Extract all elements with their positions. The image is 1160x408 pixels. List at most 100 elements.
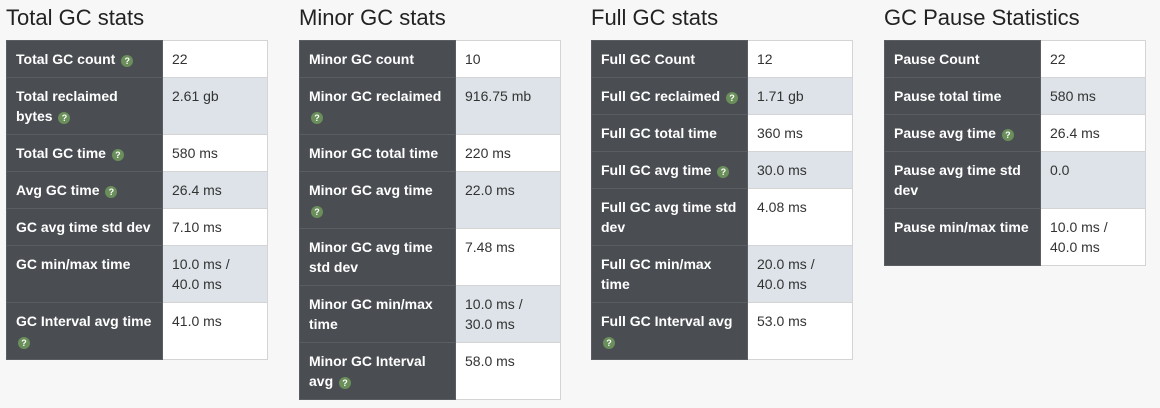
stat-label-cell: Full GC avg time std dev <box>591 188 748 246</box>
table-row: GC Interval avg time ? 41.0 ms <box>6 302 268 360</box>
stat-label-cell: Pause total time <box>884 77 1041 115</box>
stats-table: Total GC count ? 22 Total reclaimed bytes … <box>6 40 268 360</box>
stat-value: 12 <box>747 40 853 78</box>
stat-label: Full GC Interval avg <box>601 313 733 329</box>
table-row: Avg GC time ? 26.4 ms <box>6 171 268 209</box>
stat-value: 58.0 ms <box>455 342 561 400</box>
stat-label: Total GC count <box>16 51 116 67</box>
stat-value: 53.0 ms <box>747 302 853 360</box>
section-title: Full GC stats <box>591 5 719 30</box>
stat-label-cell: Minor GC count <box>299 40 456 78</box>
help-icon[interactable]: ? <box>725 92 738 104</box>
help-icon[interactable]: ? <box>18 337 30 349</box>
stat-value: 10.0 ms / 40.0 ms <box>1040 208 1146 266</box>
stat-value: 26.4 ms <box>162 171 268 209</box>
stat-label: Full GC min/max time <box>601 256 712 292</box>
table-row: Full GC Interval avg ? 53.0 ms <box>591 302 853 360</box>
table-row: Pause avg time ? 26.4 ms <box>884 114 1146 152</box>
stat-label: GC Interval avg time <box>16 313 152 329</box>
stat-value: 916.75 mb <box>455 77 561 135</box>
stat-label: Pause min/max time <box>894 219 1029 235</box>
stat-label: Avg GC time <box>16 182 100 198</box>
stat-label-cell: Pause min/max time <box>884 208 1041 266</box>
table-row: Full GC min/max time 20.0 ms / 40.0 ms <box>591 245 853 303</box>
stat-value: 10.0 ms / 40.0 ms <box>162 245 268 303</box>
minor-gc-stats-section: Minor GC stats Minor GC count 10 Minor GC r… <box>299 4 561 400</box>
help-icon[interactable]: ? <box>311 206 323 218</box>
table-row: Total GC count ? 22 <box>6 40 268 78</box>
stat-label-cell: Minor GC avg time std dev <box>299 228 456 286</box>
stat-label-cell: Minor GC Interval avg ? <box>299 342 456 400</box>
stat-value: 22 <box>1040 40 1146 78</box>
stat-value: 10 <box>455 40 561 78</box>
help-icon[interactable]: ? <box>121 55 134 67</box>
table-row: Minor GC avg time ? 22.0 ms <box>299 171 561 229</box>
stat-label-cell: Full GC reclaimed ? <box>591 77 748 115</box>
stat-label-cell: Pause avg time ? <box>884 114 1041 152</box>
stat-label: Minor GC count <box>309 51 414 67</box>
help-icon[interactable]: ? <box>339 377 352 389</box>
stat-label-cell: Total reclaimed bytes ? <box>6 77 163 135</box>
stat-label: Full GC avg time <box>601 162 712 178</box>
stat-label: Minor GC min/max time <box>309 296 433 332</box>
stat-value: 7.10 ms <box>162 208 268 246</box>
stat-label-cell: Full GC Count <box>591 40 748 78</box>
stat-label: Minor GC reclaimed <box>309 88 442 104</box>
help-icon[interactable]: ? <box>717 166 730 178</box>
help-icon[interactable]: ? <box>105 186 118 198</box>
stat-value: 580 ms <box>1040 77 1146 115</box>
stat-value: 580 ms <box>162 134 268 172</box>
stat-value: 22 <box>162 40 268 78</box>
stat-label-cell: Avg GC time ? <box>6 171 163 209</box>
stat-label: Minor GC total time <box>309 145 439 161</box>
stat-label-cell: Pause avg time std dev <box>884 151 1041 209</box>
stat-label-cell: Minor GC min/max time <box>299 285 456 343</box>
stat-label: GC min/max time <box>16 256 131 272</box>
stat-value: 0.0 <box>1040 151 1146 209</box>
table-row: Minor GC min/max time 10.0 ms / 30.0 ms <box>299 285 561 343</box>
stat-value: 41.0 ms <box>162 302 268 360</box>
stats-table: Pause Count 22 Pause total time 580 ms Pause… <box>884 40 1146 266</box>
table-row: Minor GC reclaimed ? 916.75 mb <box>299 77 561 135</box>
stat-label: Minor GC Interval avg <box>309 353 426 389</box>
stat-label: Pause avg time std dev <box>894 162 1021 198</box>
stat-label-cell: Minor GC reclaimed ? <box>299 77 456 135</box>
table-row: Total reclaimed bytes ? 2.61 gb <box>6 77 268 135</box>
stat-label: Total reclaimed bytes <box>16 88 118 124</box>
stat-label: Pause total time <box>894 88 1002 104</box>
stat-value: 20.0 ms / 40.0 ms <box>747 245 853 303</box>
stat-value: 10.0 ms / 30.0 ms <box>455 285 561 343</box>
stat-label-cell: Full GC Interval avg ? <box>591 302 748 360</box>
stat-label: Full GC reclaimed <box>601 88 721 104</box>
table-row: Pause Count 22 <box>884 40 1146 78</box>
stat-value: 7.48 ms <box>455 228 561 286</box>
table-row: Total GC time ? 580 ms <box>6 134 268 172</box>
stat-label-cell: GC min/max time <box>6 245 163 303</box>
table-row: Minor GC count 10 <box>299 40 561 78</box>
section-title: GC Pause Statistics <box>884 5 1080 30</box>
stat-value: 1.71 gb <box>747 77 853 115</box>
help-icon[interactable]: ? <box>1001 129 1014 141</box>
stat-label-cell: Total GC time ? <box>6 134 163 172</box>
stat-value: 22.0 ms <box>455 171 561 229</box>
total-gc-stats-section: Total GC stats Total GC count ? 22 Total re… <box>6 4 268 360</box>
table-row: Minor GC Interval avg ? 58.0 ms <box>299 342 561 400</box>
help-icon[interactable]: ? <box>603 337 615 349</box>
stat-label: Pause Count <box>894 51 980 67</box>
help-icon[interactable]: ? <box>311 112 323 124</box>
table-row: GC min/max time 10.0 ms / 40.0 ms <box>6 245 268 303</box>
stat-label-cell: Full GC total time <box>591 114 748 152</box>
stat-label: Full GC avg time std dev <box>601 199 737 235</box>
help-icon[interactable]: ? <box>111 149 124 161</box>
stat-label: Full GC total time <box>601 125 717 141</box>
stat-label-cell: Total GC count ? <box>6 40 163 78</box>
stat-value: 30.0 ms <box>747 151 853 189</box>
stat-value: 360 ms <box>747 114 853 152</box>
table-row: Pause avg time std dev 0.0 <box>884 151 1146 209</box>
stat-value: 26.4 ms <box>1040 114 1146 152</box>
stat-value: 2.61 gb <box>162 77 268 135</box>
stat-label-cell: GC avg time std dev <box>6 208 163 246</box>
table-row: Minor GC total time 220 ms <box>299 134 561 172</box>
stat-value: 4.08 ms <box>747 188 853 246</box>
help-icon[interactable]: ? <box>58 112 71 124</box>
